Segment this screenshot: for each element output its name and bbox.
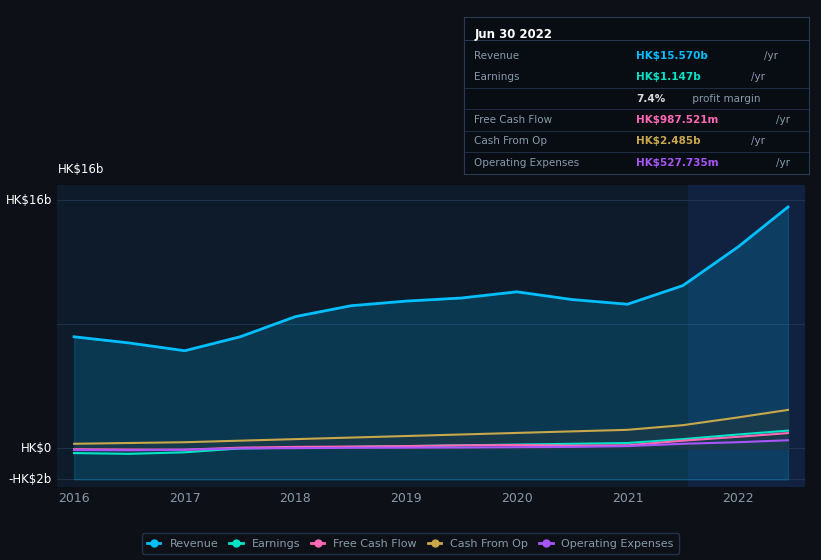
- Text: /yr: /yr: [751, 137, 765, 147]
- Text: /yr: /yr: [764, 51, 777, 60]
- Text: profit margin: profit margin: [690, 94, 761, 104]
- Text: /yr: /yr: [751, 72, 765, 82]
- Text: Revenue: Revenue: [475, 51, 520, 60]
- Text: Earnings: Earnings: [475, 72, 520, 82]
- Text: HK$15.570b: HK$15.570b: [636, 51, 709, 60]
- Text: Jun 30 2022: Jun 30 2022: [475, 28, 553, 41]
- Text: Cash From Op: Cash From Op: [475, 137, 548, 147]
- Text: /yr: /yr: [777, 115, 791, 125]
- Bar: [688, 185, 821, 487]
- Text: HK$2.485b: HK$2.485b: [636, 137, 701, 147]
- Text: 7.4%: 7.4%: [636, 94, 666, 104]
- Text: -HK$2b: -HK$2b: [9, 473, 52, 486]
- Legend: Revenue, Earnings, Free Cash Flow, Cash From Op, Operating Expenses: Revenue, Earnings, Free Cash Flow, Cash …: [141, 533, 680, 554]
- Text: HK$0: HK$0: [21, 442, 52, 455]
- Text: Free Cash Flow: Free Cash Flow: [475, 115, 553, 125]
- Text: /yr: /yr: [777, 158, 791, 168]
- Text: HK$987.521m: HK$987.521m: [636, 115, 718, 125]
- Text: HK$527.735m: HK$527.735m: [636, 158, 719, 168]
- Text: HK$16b: HK$16b: [6, 194, 52, 207]
- Text: HK$16b: HK$16b: [57, 164, 103, 176]
- Text: HK$1.147b: HK$1.147b: [636, 72, 701, 82]
- Text: Operating Expenses: Operating Expenses: [475, 158, 580, 168]
